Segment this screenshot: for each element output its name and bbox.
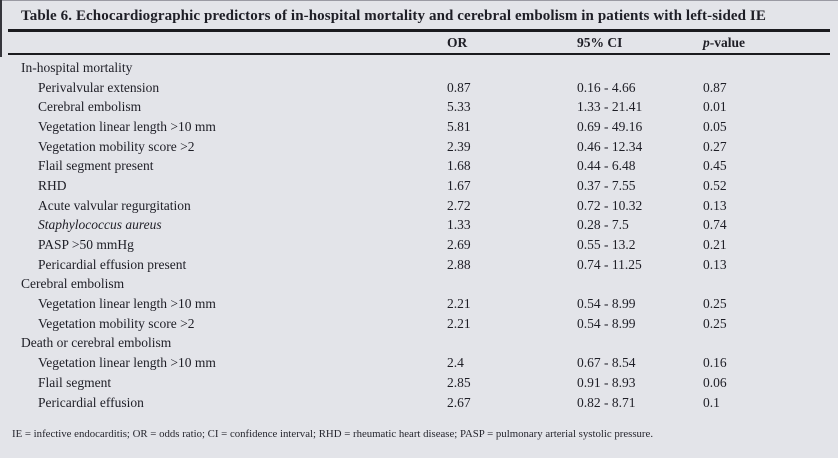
or-cell: 1.67 [447, 177, 471, 193]
header-p-italic: p [703, 34, 710, 50]
ci-cell: 0.54 - 8.99 [577, 296, 636, 312]
section-row-death-or-cerebral-embolism: Death or cerebral embolism [0, 334, 838, 354]
p-cell: 0.21 [703, 237, 727, 253]
row-label: Perivalvular extension [38, 79, 160, 95]
p-cell: 0.01 [703, 99, 727, 115]
section-label: Death or cerebral embolism [21, 335, 172, 351]
or-cell: 2.21 [447, 315, 471, 331]
or-cell: 5.33 [447, 99, 471, 115]
row-label: Acute valvular regurgitation [38, 197, 191, 213]
ci-cell: 0.74 - 11.25 [577, 256, 642, 272]
or-cell: 1.33 [447, 217, 471, 233]
row-label: Flail segment present [38, 158, 154, 174]
ci-cell: 0.54 - 8.99 [577, 315, 636, 331]
ci-cell: 0.37 - 7.55 [577, 177, 636, 193]
table-row: Vegetation mobility score >2 2.39 0.46 -… [0, 137, 838, 157]
p-cell: 0.74 [703, 217, 727, 233]
table-row: Perivalvular extension 0.87 0.16 - 4.66 … [0, 78, 838, 98]
ci-cell: 0.82 - 8.71 [577, 394, 636, 410]
ci-cell: 0.16 - 4.66 [577, 79, 636, 95]
section-label: In-hospital mortality [21, 59, 133, 75]
or-cell: 5.81 [447, 118, 471, 134]
table-title: Table 6. Echocardiographic predictors of… [21, 8, 766, 24]
p-cell: 0.13 [703, 256, 727, 272]
table-row: Staphylococcus aureus 1.33 0.28 - 7.5 0.… [0, 216, 838, 236]
ci-cell: 0.72 - 10.32 [577, 197, 643, 213]
ci-cell: 0.46 - 12.34 [577, 138, 643, 154]
title-rule [8, 29, 830, 32]
header-ci: 95% CI [577, 34, 623, 50]
ci-cell: 0.69 - 49.16 [577, 118, 643, 134]
ci-cell: 0.91 - 8.93 [577, 374, 636, 390]
or-cell: 2.39 [447, 138, 471, 154]
p-cell: 0.25 [703, 296, 727, 312]
header-p-rest: -value [709, 34, 745, 50]
or-cell: 2.72 [447, 197, 471, 213]
ci-cell: 0.67 - 8.54 [577, 355, 636, 371]
table-body: In-hospital mortality Perivalvular exten… [0, 55, 838, 412]
p-cell: 0.13 [703, 197, 727, 213]
left-border-tick [0, 0, 2, 57]
or-cell: 0.87 [447, 79, 471, 95]
p-cell: 0.25 [703, 315, 727, 331]
table-row: Vegetation linear length >10 mm 2.21 0.5… [0, 294, 838, 314]
p-cell: 0.45 [703, 158, 727, 174]
row-label: RHD [38, 177, 67, 193]
table-row: Flail segment present 1.68 0.44 - 6.48 0… [0, 156, 838, 176]
or-cell: 2.85 [447, 374, 471, 390]
p-cell: 0.87 [703, 79, 727, 95]
ci-cell: 0.44 - 6.48 [577, 158, 636, 174]
ci-cell: 0.55 - 13.2 [577, 237, 636, 253]
row-label: Vegetation mobility score >2 [38, 138, 195, 154]
or-cell: 2.88 [447, 256, 471, 272]
or-cell: 2.4 [447, 355, 464, 371]
section-row-cerebral-embolism: Cerebral embolism [0, 275, 838, 295]
table-row: Cerebral embolism 5.33 1.33 - 21.41 0.01 [0, 97, 838, 117]
row-label: Flail segment [38, 374, 112, 390]
table-row: PASP >50 mmHg 2.69 0.55 - 13.2 0.21 [0, 235, 838, 255]
table-row: Pericardial effusion 2.67 0.82 - 8.71 0.… [0, 393, 838, 413]
p-cell: 0.06 [703, 374, 727, 390]
top-border-line [0, 0, 838, 1]
row-label: Cerebral embolism [38, 99, 142, 115]
header-p-value: p-value [703, 35, 838, 51]
or-cell: 1.68 [447, 158, 471, 174]
p-cell: 0.52 [703, 177, 727, 193]
or-cell: 2.21 [447, 296, 471, 312]
or-cell: 2.67 [447, 394, 471, 410]
row-label: Vegetation linear length >10 mm [38, 118, 216, 134]
table-row: RHD 1.67 0.37 - 7.55 0.52 [0, 176, 838, 196]
p-cell: 0.05 [703, 118, 727, 134]
p-cell: 0.27 [703, 138, 727, 154]
ci-cell: 1.33 - 21.41 [577, 99, 643, 115]
row-label: Vegetation mobility score >2 [38, 315, 195, 331]
or-cell: 2.69 [447, 237, 471, 253]
row-label: Vegetation linear length >10 mm [38, 296, 216, 312]
ci-cell: 0.28 - 7.5 [577, 217, 629, 233]
table-footnote: IE = infective endocarditis; OR = odds r… [12, 428, 654, 440]
row-label: Pericardial effusion present [38, 256, 187, 272]
row-label: Pericardial effusion [38, 394, 144, 410]
table-row: Vegetation linear length >10 mm 5.81 0.6… [0, 117, 838, 137]
section-row-in-hospital-mortality: In-hospital mortality [0, 58, 838, 78]
table-row: Pericardial effusion present 2.88 0.74 -… [0, 255, 838, 275]
row-label: PASP >50 mmHg [38, 237, 134, 253]
row-label: Staphylococcus aureus [38, 217, 162, 233]
header-rule [8, 53, 830, 55]
p-cell: 0.16 [703, 355, 727, 371]
table-row: Vegetation linear length >10 mm 2.4 0.67… [0, 353, 838, 373]
table-header-row: OR 95% CI p-value [0, 32, 838, 53]
section-label: Cerebral embolism [21, 276, 125, 292]
table-row: Flail segment 2.85 0.91 - 8.93 0.06 [0, 373, 838, 393]
header-or: OR [447, 34, 468, 50]
table-row: Acute valvular regurgitation 2.72 0.72 -… [0, 196, 838, 216]
table-row: Vegetation mobility score >2 2.21 0.54 -… [0, 314, 838, 334]
row-label: Vegetation linear length >10 mm [38, 355, 216, 371]
p-cell: 0.1 [703, 394, 720, 410]
